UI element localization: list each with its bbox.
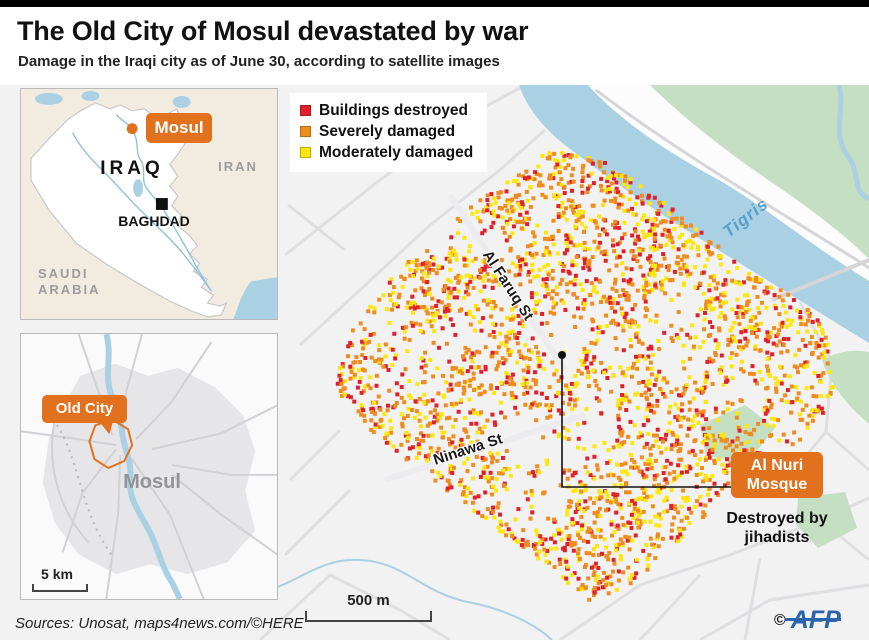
lake	[34, 92, 63, 105]
mosque-caption: Destroyed by jihadists	[726, 510, 828, 547]
leader-line	[561, 357, 733, 488]
legend-label: Moderately damaged	[319, 143, 474, 161]
east-bank-green	[650, 85, 869, 259]
baghdad-label: BAGHDAD	[118, 213, 190, 229]
dotted-road	[51, 418, 116, 559]
leader-dot	[558, 351, 566, 359]
mosul-inset-map	[20, 333, 278, 601]
green-patch-river-south	[822, 350, 869, 424]
city-scale-label: 5 km	[41, 566, 73, 582]
iraq-label: IRAQ	[100, 158, 164, 179]
main-scale-bar	[305, 611, 432, 622]
legend-row-severe: Severely damaged	[300, 121, 473, 142]
legend-label: Severely damaged	[319, 122, 456, 140]
stream	[252, 558, 553, 640]
iran-label: IRAN	[218, 159, 258, 174]
city-river	[103, 333, 183, 601]
saudi-arabia-label: SAUDI ARABIA	[38, 266, 101, 298]
persian-gulf	[233, 277, 277, 319]
main-scale-label: 500 m	[347, 592, 390, 609]
tigris-channel	[836, 85, 869, 202]
legend-label: Buildings destroyed	[319, 101, 468, 119]
lake	[133, 179, 144, 198]
afp-logo: AFP	[784, 606, 841, 634]
top-bar	[0, 0, 869, 7]
legend: Buildings destroyed Severely damaged Mod…	[290, 93, 488, 172]
lake	[172, 95, 191, 108]
al-nuri-mosque-label: Al Nuri Mosque	[731, 452, 823, 499]
page-title: The Old City of Mosul devastated by war	[17, 16, 529, 46]
mosul-city-label: Mosul	[123, 471, 181, 493]
page-subtitle: Damage in the Iraqi city as of June 30, …	[18, 53, 500, 70]
city-scale-bar	[32, 584, 88, 592]
moderate-swatch-icon	[300, 147, 311, 158]
afp-credit: © AFP	[774, 606, 841, 635]
severe-swatch-icon	[300, 126, 311, 137]
legend-row-destroyed: Buildings destroyed	[300, 100, 473, 121]
copyright-icon: ©	[774, 611, 786, 629]
damage-dots-layer	[335, 151, 836, 602]
bank-road	[595, 88, 869, 270]
city-inset-svg	[20, 333, 278, 601]
green-patch-southeast	[796, 492, 857, 548]
old-city-streets	[384, 193, 586, 483]
sources-text: Sources: Unosat, maps4news.com/©HERE	[15, 615, 304, 632]
lake	[81, 90, 100, 101]
mosul-label: Mosul	[146, 113, 212, 143]
mosul-marker	[126, 123, 138, 135]
legend-row-moderate: Moderately damaged	[300, 142, 473, 163]
baghdad-marker	[155, 198, 168, 210]
destroyed-swatch-icon	[300, 105, 311, 116]
tigris-river	[519, 85, 869, 343]
old-city-label: Old City	[42, 395, 127, 423]
